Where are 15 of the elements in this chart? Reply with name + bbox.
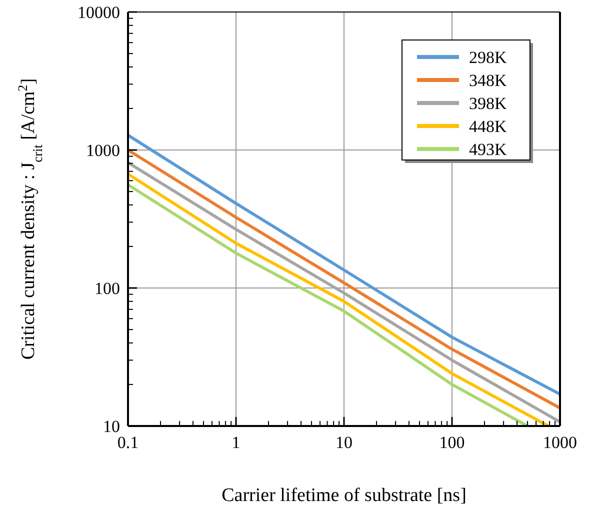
y-tick-label: 100 xyxy=(94,278,120,298)
legend-label: 448K xyxy=(469,116,508,136)
legend-label: 298K xyxy=(469,48,508,67)
x-tick-label: 1000 xyxy=(543,433,577,452)
legend-label: 493K xyxy=(469,140,508,159)
x-tick-label: 1 xyxy=(232,433,240,452)
x-tick-label: 100 xyxy=(439,433,465,452)
legend-label: 348K xyxy=(469,70,508,90)
y-tick-label: 10000 xyxy=(78,2,120,22)
x-tick-label: 0.1 xyxy=(117,433,139,452)
x-axis-title: Carrier lifetime of substrate [ns] xyxy=(222,485,466,506)
x-tick-label: 10 xyxy=(336,433,352,452)
legend-label: 398K xyxy=(469,94,508,113)
y-tick-label: 1000 xyxy=(86,140,120,160)
y-tick-label: 10 xyxy=(103,416,120,436)
